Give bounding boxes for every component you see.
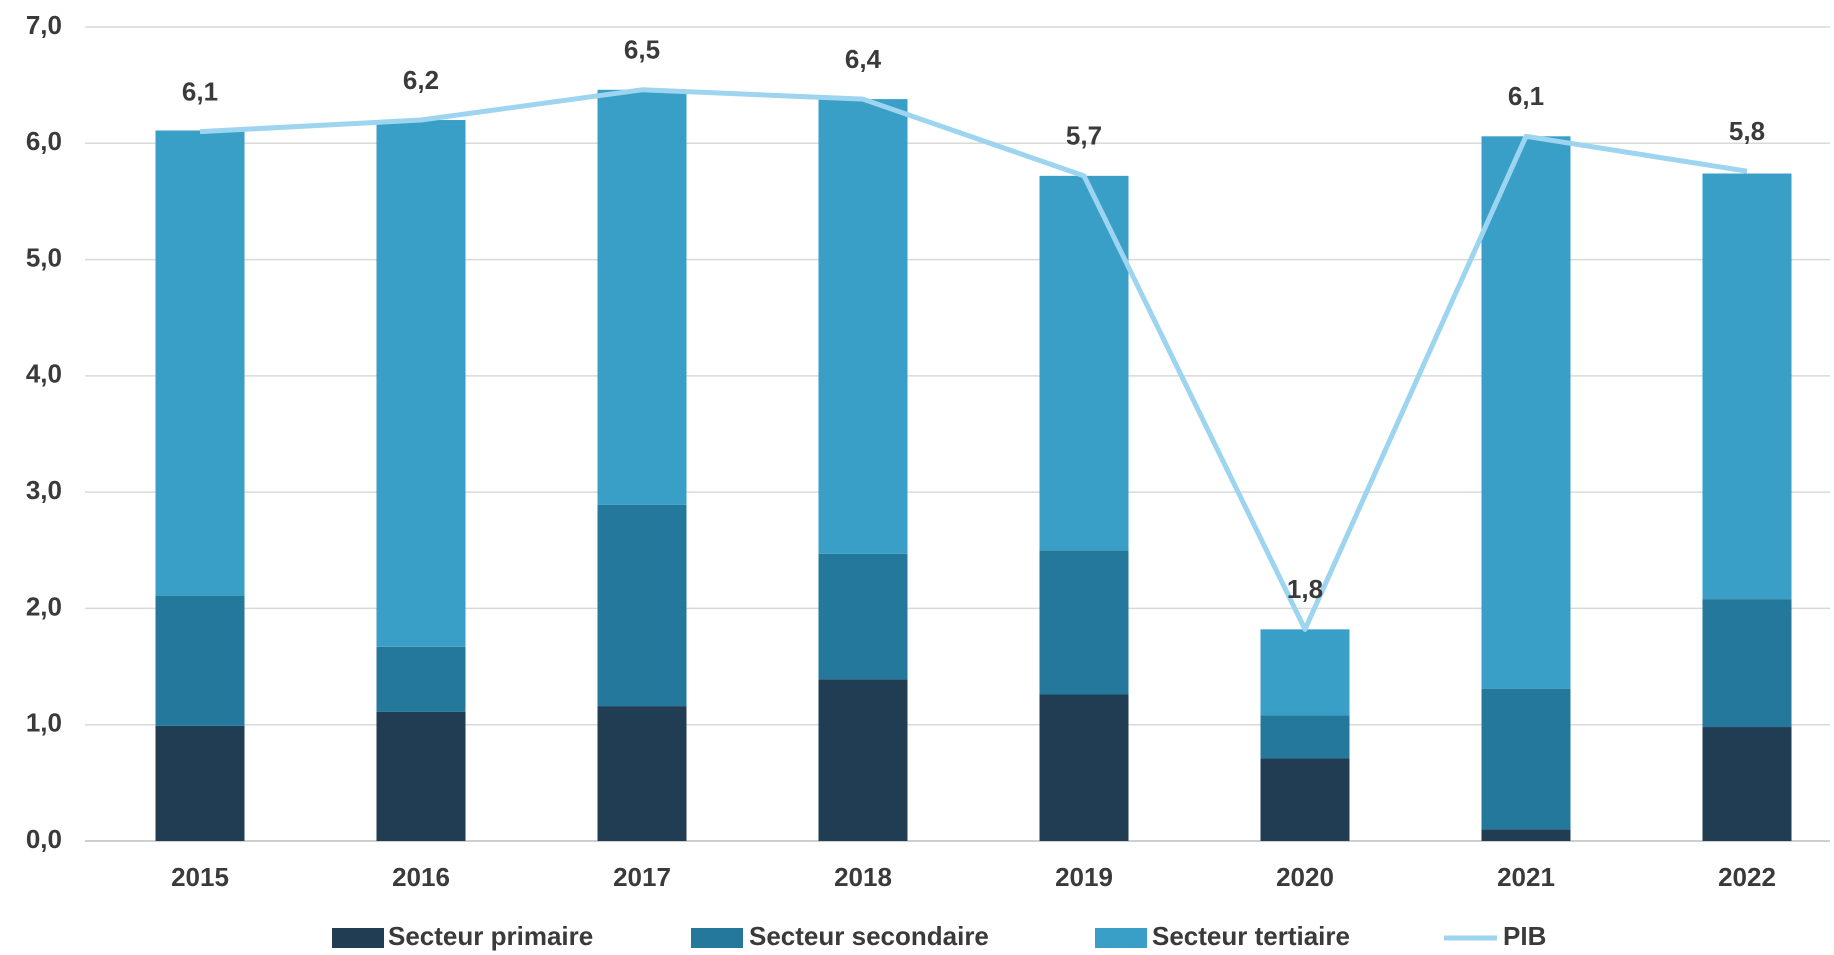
x-tick-label: 2018	[834, 862, 892, 892]
x-tick-label: 2019	[1055, 862, 1113, 892]
bar-segment	[1039, 694, 1129, 841]
bar-segment	[1260, 629, 1350, 716]
bar-segment	[376, 646, 466, 712]
bar-segment	[376, 120, 466, 647]
bar-segment	[1039, 550, 1129, 695]
bar-segment	[597, 89, 687, 505]
bar-segment	[597, 504, 687, 707]
data-label: 6,1	[182, 77, 218, 107]
x-tick-label: 2017	[613, 862, 671, 892]
data-label: 6,2	[403, 65, 439, 95]
legend-label: Secteur secondaire	[749, 921, 989, 951]
data-label: 1,8	[1287, 574, 1323, 604]
y-tick-label: 6,0	[26, 126, 62, 156]
x-tick-label: 2020	[1276, 862, 1334, 892]
bar-segment	[155, 130, 245, 596]
y-tick-label: 2,0	[26, 591, 62, 621]
bar-segment	[818, 679, 908, 841]
y-tick-label: 3,0	[26, 475, 62, 505]
legend-swatch	[691, 928, 743, 948]
y-tick-label: 1,0	[26, 708, 62, 738]
data-label: 6,1	[1508, 81, 1544, 111]
x-tick-label: 2015	[171, 862, 229, 892]
legend-label: Secteur primaire	[388, 921, 593, 951]
bar-segment	[597, 706, 687, 841]
line-series	[199, 87, 1748, 632]
data-label: 6,4	[845, 44, 882, 74]
y-tick-label: 5,0	[26, 242, 62, 272]
bar-segment	[1260, 715, 1350, 759]
data-label: 6,5	[624, 35, 660, 65]
data-label: 5,7	[1066, 121, 1102, 151]
x-tick-label: 2022	[1718, 862, 1776, 892]
bar-segment	[818, 553, 908, 680]
y-tick-label: 7,0	[26, 10, 62, 40]
bar-segment	[1702, 599, 1792, 728]
legend-swatch	[1095, 928, 1147, 948]
data-label: 5,8	[1729, 116, 1765, 146]
legend-label: PIB	[1503, 921, 1546, 951]
y-tick-label: 4,0	[26, 359, 62, 389]
x-tick-label: 2016	[392, 862, 450, 892]
legend-label: Secteur tertiaire	[1152, 921, 1350, 951]
bar-segment	[1039, 175, 1129, 551]
bar-segment	[1260, 758, 1350, 841]
bar-segment	[376, 711, 466, 841]
bar-segment	[1702, 173, 1792, 600]
bar-segment	[818, 99, 908, 554]
y-tick-label: 0,0	[26, 824, 62, 854]
x-tick-label: 2021	[1497, 862, 1555, 892]
bar-segment	[1481, 829, 1571, 841]
bar-segment	[1481, 136, 1571, 689]
bar-segment	[155, 595, 245, 726]
bar-segment	[155, 725, 245, 841]
bar-segment	[1702, 727, 1792, 841]
legend-swatch	[332, 928, 384, 948]
bar-segment	[1481, 688, 1571, 830]
